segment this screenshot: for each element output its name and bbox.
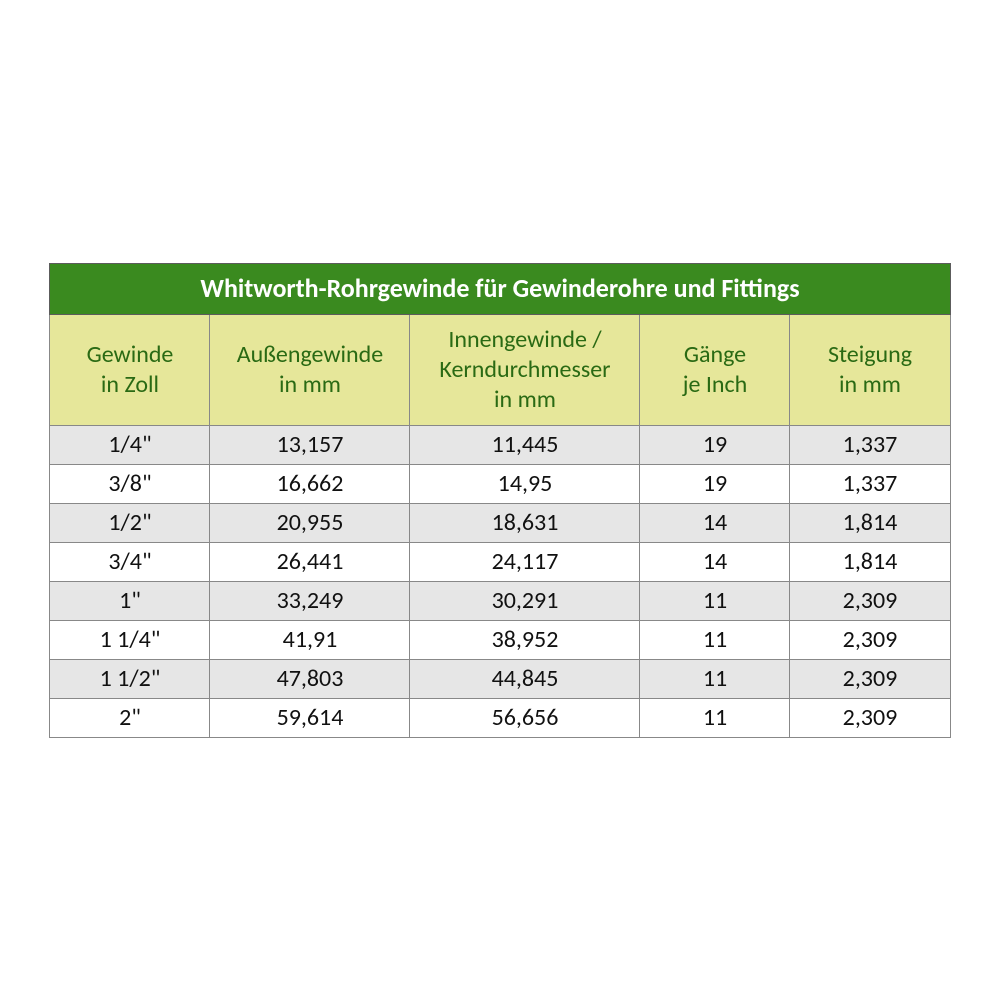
- cell: 2,309: [790, 581, 950, 620]
- cell: 20,955: [210, 503, 410, 542]
- col-header-line: Außengewinde: [237, 340, 383, 369]
- col-header-line: je Inch: [683, 370, 748, 399]
- cell: 1/4": [50, 425, 210, 464]
- cell: 2": [50, 698, 210, 737]
- cell: 11: [640, 620, 790, 659]
- cell: 2,309: [790, 698, 950, 737]
- cell: 59,614: [210, 698, 410, 737]
- col-header-steigung: Steigung in mm: [790, 314, 950, 425]
- cell: 1,337: [790, 425, 950, 464]
- table-row: 1 1/4" 41,91 38,952 11 2,309: [50, 620, 950, 659]
- cell: 14: [640, 503, 790, 542]
- whitworth-table: Whitworth-Rohrgewinde für Gewinderohre u…: [49, 263, 950, 738]
- col-header-aussengewinde: Außengewinde in mm: [210, 314, 410, 425]
- col-header-line: in mm: [279, 370, 341, 399]
- cell: 16,662: [210, 464, 410, 503]
- col-header-gewinde: Gewinde in Zoll: [50, 314, 210, 425]
- cell: 24,117: [410, 542, 640, 581]
- cell: 2,309: [790, 659, 950, 698]
- cell: 14,95: [410, 464, 640, 503]
- cell: 3/8": [50, 464, 210, 503]
- cell: 11: [640, 698, 790, 737]
- col-header-line: Steigung: [828, 340, 912, 369]
- table-row: 3/8" 16,662 14,95 19 1,337: [50, 464, 950, 503]
- cell: 13,157: [210, 425, 410, 464]
- table-title: Whitworth-Rohrgewinde für Gewinderohre u…: [50, 263, 950, 314]
- cell: 38,952: [410, 620, 640, 659]
- cell: 1": [50, 581, 210, 620]
- cell: 2,309: [790, 620, 950, 659]
- cell: 44,845: [410, 659, 640, 698]
- cell: 1,337: [790, 464, 950, 503]
- col-header-line: in mm: [839, 370, 901, 399]
- cell: 11: [640, 581, 790, 620]
- cell: 1/2": [50, 503, 210, 542]
- cell: 18,631: [410, 503, 640, 542]
- cell: 11,445: [410, 425, 640, 464]
- cell: 1 1/4": [50, 620, 210, 659]
- cell: 1,814: [790, 503, 950, 542]
- col-header-gaenge: Gänge je Inch: [640, 314, 790, 425]
- col-header-innengewinde: Innengewinde / Kerndurchmesser in mm: [410, 314, 640, 425]
- cell: 1 1/2": [50, 659, 210, 698]
- cell: 19: [640, 464, 790, 503]
- cell: 11: [640, 659, 790, 698]
- col-header-line: Kerndurchmesser: [439, 355, 610, 384]
- table-row: 1/2" 20,955 18,631 14 1,814: [50, 503, 950, 542]
- cell: 47,803: [210, 659, 410, 698]
- cell: 56,656: [410, 698, 640, 737]
- table-row: 1/4" 13,157 11,445 19 1,337: [50, 425, 950, 464]
- cell: 19: [640, 425, 790, 464]
- table-row: 2" 59,614 56,656 11 2,309: [50, 698, 950, 737]
- cell: 14: [640, 542, 790, 581]
- cell: 3/4": [50, 542, 210, 581]
- cell: 26,441: [210, 542, 410, 581]
- col-header-line: in Zoll: [101, 370, 159, 399]
- table-row: 3/4" 26,441 24,117 14 1,814: [50, 542, 950, 581]
- col-header-line: Gänge: [684, 340, 746, 369]
- table-row: 1 1/2" 47,803 44,845 11 2,309: [50, 659, 950, 698]
- cell: 1,814: [790, 542, 950, 581]
- cell: 41,91: [210, 620, 410, 659]
- table-row: 1" 33,249 30,291 11 2,309: [50, 581, 950, 620]
- col-header-line: Gewinde: [87, 340, 174, 369]
- col-header-line: Innengewinde /: [448, 325, 601, 354]
- cell: 30,291: [410, 581, 640, 620]
- col-header-line: in mm: [494, 385, 556, 414]
- cell: 33,249: [210, 581, 410, 620]
